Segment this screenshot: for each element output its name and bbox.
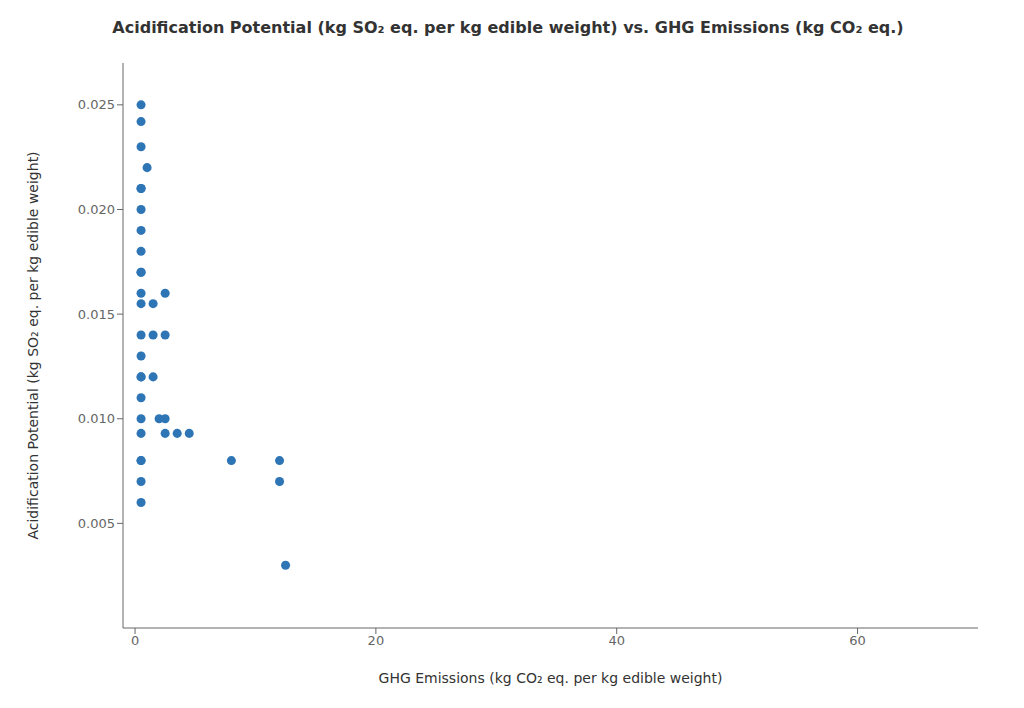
svg-text:0.015: 0.015 bbox=[78, 307, 115, 322]
svg-text:Acidification Potential (kg SO: Acidification Potential (kg SO₂ eq. per … bbox=[25, 151, 41, 539]
svg-text:60: 60 bbox=[849, 633, 866, 648]
svg-text:0.020: 0.020 bbox=[78, 202, 115, 217]
svg-text:0.010: 0.010 bbox=[78, 411, 115, 426]
html-text:Acidification Potential (kg SO: Acidification Potential (kg SO₂ eq. per … bbox=[112, 18, 904, 37]
svg-text:GHG Emissions (kg CO₂ eq. per: GHG Emissions (kg CO₂ eq. per kg edible … bbox=[379, 670, 723, 686]
svg-text:40: 40 bbox=[608, 633, 625, 648]
svg-text:0.025: 0.025 bbox=[78, 97, 115, 112]
svg-text:0: 0 bbox=[131, 633, 139, 648]
svg-text:20: 20 bbox=[368, 633, 385, 648]
svg-text:0.005: 0.005 bbox=[78, 516, 115, 531]
